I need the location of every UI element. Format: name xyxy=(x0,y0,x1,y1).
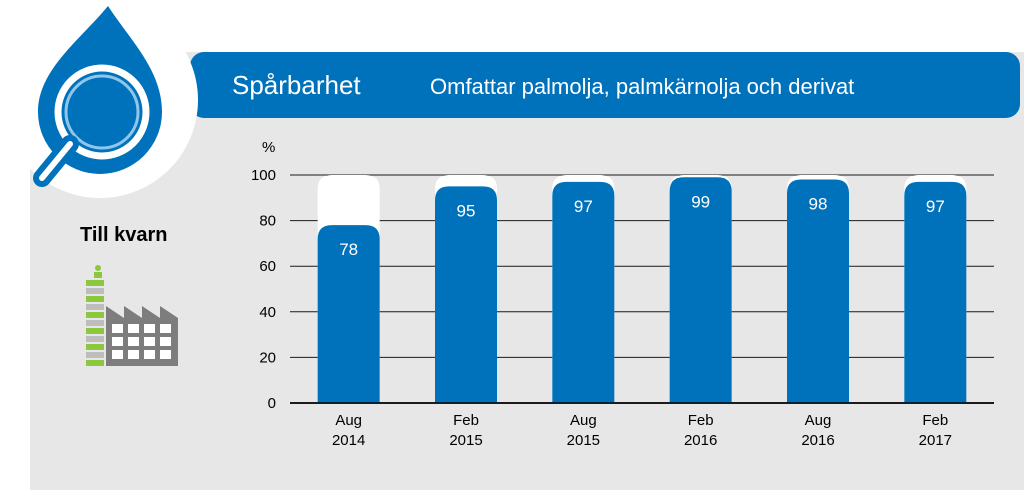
magnifier-drop-icon xyxy=(2,2,198,198)
x-tick-label-line: 2016 xyxy=(801,432,834,449)
x-tick-label-line: Feb xyxy=(922,412,948,429)
bar xyxy=(904,181,967,403)
chart-panel xyxy=(30,52,1024,490)
x-tick-label: Aug 2014 xyxy=(332,412,365,449)
x-tick-label: Feb 2015 xyxy=(449,412,482,449)
data-label: 97 xyxy=(574,197,593,216)
x-tick-label-line: 2016 xyxy=(684,432,717,449)
y-tick-label: 0 xyxy=(268,395,276,412)
factory-icon xyxy=(86,265,178,366)
y-tick-label: 80 xyxy=(259,213,276,230)
mill-label: Till kvarn xyxy=(80,224,168,246)
data-label: 78 xyxy=(339,240,358,259)
bar xyxy=(317,225,380,403)
header-bar: Spårbarhet Omfattar palmolja, palmkärnol… xyxy=(190,52,1020,118)
data-label: 97 xyxy=(926,197,945,216)
y-tick-label: 60 xyxy=(259,258,276,275)
y-tick-label: 20 xyxy=(259,349,276,366)
x-tick-label-line: Feb xyxy=(453,412,479,429)
x-tick-label-line: Aug xyxy=(335,412,362,429)
x-tick-label-line: 2015 xyxy=(449,432,482,449)
bar xyxy=(435,186,497,403)
x-tick-label-line: 2017 xyxy=(919,432,952,449)
bar xyxy=(552,181,615,403)
bar xyxy=(669,177,732,403)
y-tick-label: 40 xyxy=(259,304,276,321)
x-tick-label-line: 2014 xyxy=(332,432,365,449)
x-tick-label-line: Aug xyxy=(570,412,597,429)
bar xyxy=(787,179,849,403)
x-tick-label: Aug 2015 xyxy=(567,412,600,449)
data-label: 95 xyxy=(457,201,476,220)
y-tick-label: 100 xyxy=(251,167,276,184)
data-label: 99 xyxy=(691,192,710,211)
x-tick-label-line: Feb xyxy=(688,412,714,429)
x-tick-label: Aug 2016 xyxy=(801,412,834,449)
x-tick-label: Feb 2016 xyxy=(684,412,717,449)
data-label: 98 xyxy=(809,195,828,214)
page-title: Spårbarhet xyxy=(232,70,361,100)
page-subtitle: Omfattar palmolja, palmkärnolja och deri… xyxy=(430,74,855,99)
x-tick-label: Feb 2017 xyxy=(919,412,952,449)
y-axis-unit-label: % xyxy=(262,139,275,156)
x-tick-label-line: Aug xyxy=(805,412,832,429)
x-tick-label-line: 2015 xyxy=(567,432,600,449)
